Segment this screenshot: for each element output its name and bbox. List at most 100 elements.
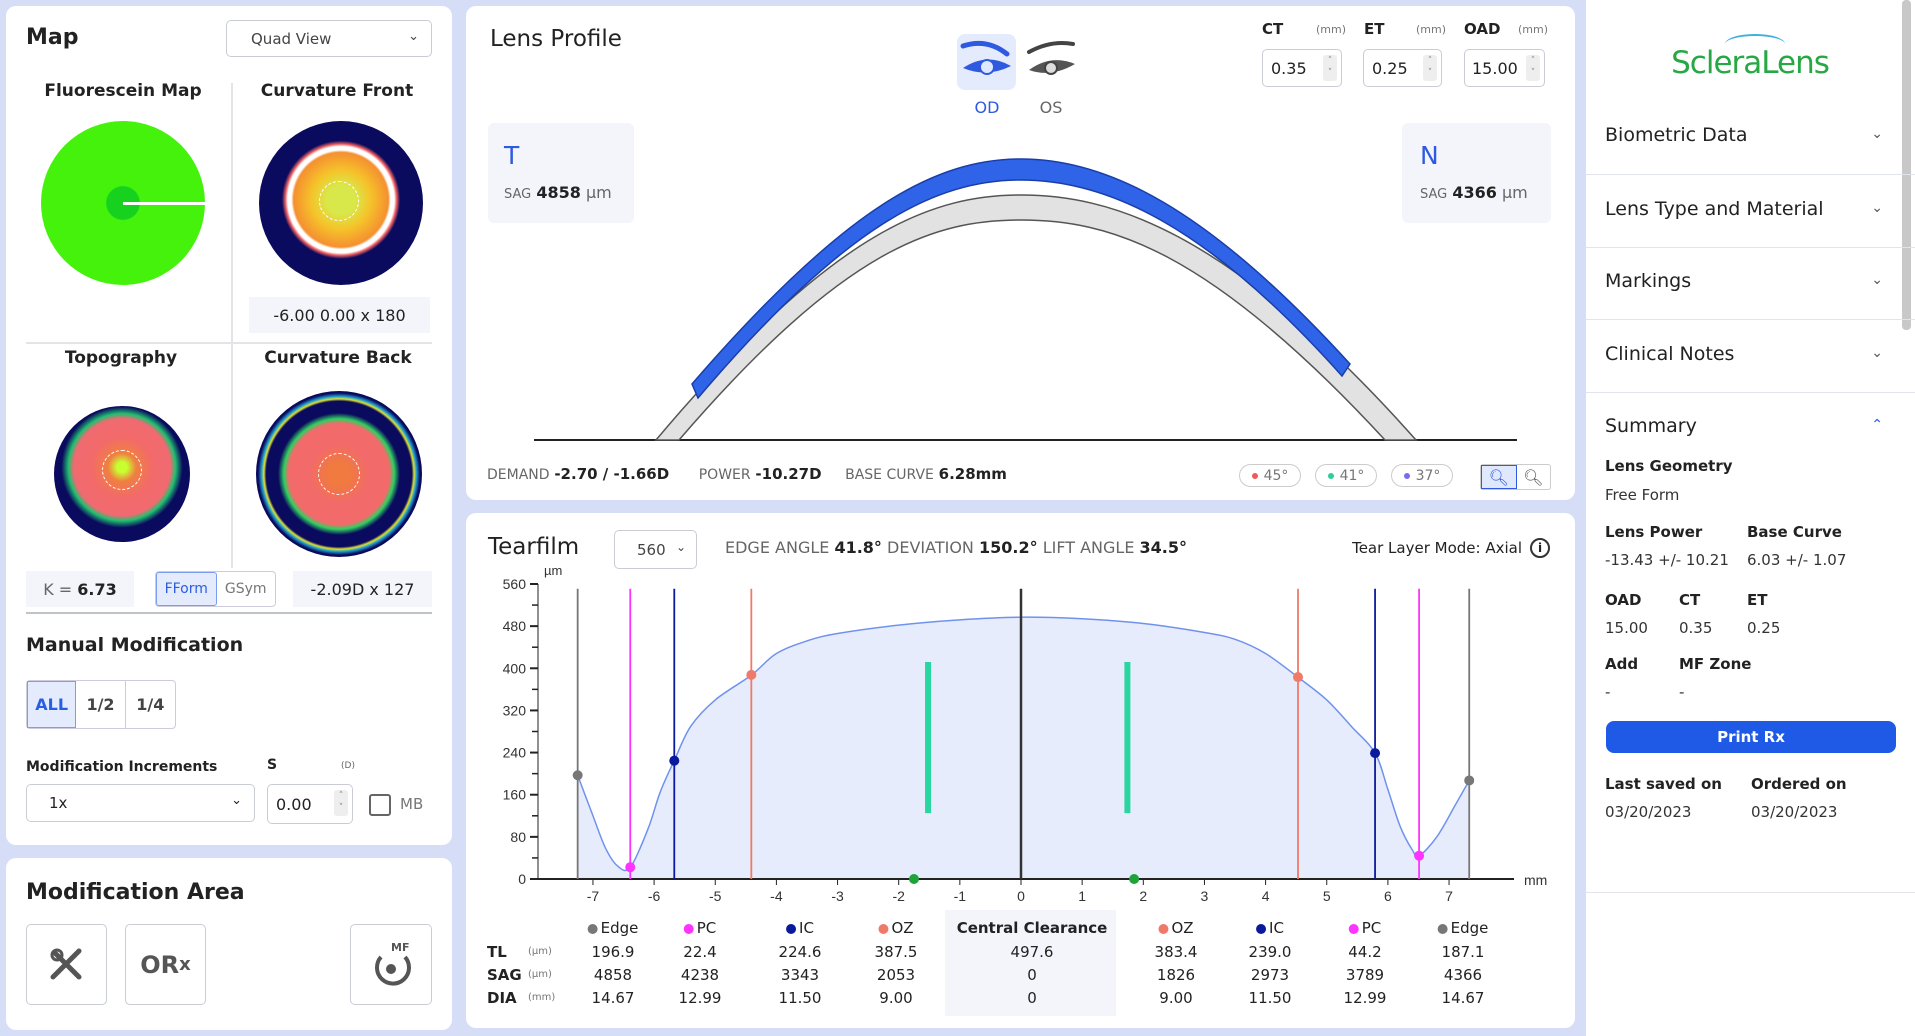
oad-unit: (mm)	[1518, 23, 1549, 36]
quadrant-curv-front-label: Curvature Front	[260, 81, 414, 101]
curvature-back-map-image[interactable]	[256, 391, 422, 557]
ct-input[interactable]: 0.35 ˄ ˅	[1262, 49, 1342, 87]
curv-back-value: -2.09D x 127	[293, 571, 432, 607]
stepper-icon[interactable]: ˄ ˅	[1323, 55, 1337, 81]
oad-value: 15.00	[1472, 59, 1518, 78]
print-rx-button[interactable]: Print Rx	[1606, 721, 1896, 753]
marker-point-pc	[625, 862, 636, 873]
sag-label: SAG	[504, 187, 532, 202]
dot-icon	[1327, 472, 1334, 479]
summary-add-label: Add	[1605, 655, 1639, 673]
fform-button[interactable]: FForm	[156, 572, 217, 606]
x-tick-label: 1	[1078, 888, 1086, 904]
curvature-front-map-image[interactable]	[259, 121, 423, 285]
multifocal-button[interactable]: MF	[350, 924, 432, 1005]
segment-all[interactable]: ALL	[27, 681, 77, 728]
od-label[interactable]: OD	[974, 98, 1000, 117]
marker-point-edge	[1464, 775, 1475, 786]
nasal-sag-box: N SAG 4366 µm	[1402, 123, 1551, 223]
table-cell: 0	[1027, 989, 1037, 1007]
angle-pill-45[interactable]: 45°	[1239, 464, 1301, 487]
x-axis-label: mm	[1524, 872, 1547, 888]
sidebar	[1585, 0, 1915, 1036]
eye-icon	[960, 40, 1011, 75]
scale-select[interactable]: 560 ⌄	[614, 530, 697, 569]
gsym-button[interactable]: GSym	[224, 581, 267, 597]
x-tick-label: -6	[648, 888, 661, 904]
chevron-up-icon: ⌃	[1871, 417, 1883, 433]
increments-select[interactable]: 1x ⌄	[26, 784, 255, 822]
mb-checkbox[interactable]	[369, 794, 391, 816]
lift-angle-value: 34.5°	[1139, 538, 1188, 557]
accordion-summary[interactable]: Summary ⌃	[1585, 393, 1915, 893]
tearfilm-angles: EDGE ANGLE 41.8° DEVIATION 150.2° LIFT A…	[725, 538, 1187, 557]
zoom-toggle: 🔍︎ 🔍︎	[1480, 464, 1551, 490]
table-cell: 0	[1027, 966, 1037, 984]
last-saved-value: 03/20/2023	[1605, 803, 1692, 821]
stepper-icon[interactable]: ˄ ˅	[1526, 55, 1540, 81]
accordion-biometric-data[interactable]: Biometric Data ⌄	[1585, 100, 1915, 175]
chevron-down-icon: ⌄	[231, 793, 242, 808]
od-eye-button[interactable]	[957, 34, 1016, 90]
accordion-clinical-notes[interactable]: Clinical Notes ⌄	[1585, 320, 1915, 393]
accordion-lens-type[interactable]: Lens Type and Material ⌄	[1585, 175, 1915, 248]
segment-quarter[interactable]: 1/4	[136, 695, 165, 714]
table-header: Central Clearance	[957, 919, 1108, 937]
angle-label: 45°	[1263, 467, 1289, 484]
quadrant-divider-vertical	[231, 83, 233, 568]
lens-profile-title: Lens Profile	[490, 26, 622, 52]
stepper-icon[interactable]: ˄ ˅	[334, 790, 348, 816]
x-tick-label: -1	[954, 888, 967, 904]
sag-unit: µm	[585, 183, 612, 202]
zoom-out-button[interactable]: 🔍︎	[1481, 465, 1517, 489]
orx-icon: OR	[140, 950, 180, 979]
legend-dot-icon	[878, 923, 889, 934]
header-label: PC	[1361, 919, 1382, 937]
x-tick-label: -4	[770, 888, 783, 904]
sag-value: 4366	[1452, 183, 1497, 202]
table-header: IC	[1256, 919, 1284, 937]
chevron-down-icon: ⌄	[675, 540, 686, 554]
manual-modification-title: Manual Modification	[26, 634, 244, 656]
segment-half[interactable]: 1/2	[76, 681, 126, 728]
cornea-profile	[654, 194, 1418, 441]
orx-button[interactable]: OR x	[125, 924, 206, 1005]
row-label: SAG	[487, 966, 522, 984]
oad-input[interactable]: 15.00 ˄ ˅	[1464, 49, 1545, 87]
y-tick-label: 80	[510, 829, 526, 845]
s-input[interactable]: 0.00 ˄ ˅	[267, 784, 353, 824]
accordion-label: Summary	[1605, 415, 1697, 437]
temporal-sag: SAG 4858 µm	[504, 183, 612, 202]
table-cell: 387.5	[874, 943, 918, 961]
et-value: 0.25	[1372, 59, 1408, 78]
x-tick-label: -3	[831, 888, 844, 904]
view-select[interactable]: Quad View ⌄	[226, 20, 432, 57]
angle-pill-37[interactable]: 37°	[1391, 464, 1453, 487]
et-input[interactable]: 0.25 ˄ ˅	[1363, 49, 1442, 87]
oad-label: OAD	[1464, 20, 1501, 38]
multifocal-icon	[375, 955, 411, 986]
table-cell: 497.6	[1010, 943, 1054, 961]
tools-button[interactable]	[26, 924, 107, 1005]
os-eye-button[interactable]	[1023, 34, 1079, 90]
edge-angle-value: 41.8°	[834, 538, 882, 557]
table-cell: 44.2	[1348, 943, 1382, 961]
fluorescein-map-image[interactable]	[41, 121, 205, 285]
k-label: K =	[43, 579, 73, 599]
angle-label: 37°	[1415, 467, 1441, 484]
info-icon[interactable]: i	[1530, 538, 1550, 558]
zoom-in-button[interactable]: 🔍︎	[1517, 465, 1551, 489]
angle-pill-41[interactable]: 41°	[1315, 464, 1377, 487]
summary-et-value: 0.25	[1747, 619, 1781, 637]
summary-mf-value: -	[1679, 683, 1685, 701]
summary-add-value: -	[1605, 683, 1611, 701]
power-value: -10.27D	[755, 465, 822, 483]
accordion-markings[interactable]: Markings ⌄	[1585, 248, 1915, 320]
x-tick-label: -2	[892, 888, 905, 904]
topography-map-image[interactable]	[54, 406, 190, 542]
os-label[interactable]: OS	[1039, 98, 1063, 117]
scrollbar-thumb[interactable]	[1902, 0, 1911, 330]
stepper-icon[interactable]: ˄ ˅	[1423, 55, 1437, 81]
table-cell: 383.4	[1154, 943, 1198, 961]
